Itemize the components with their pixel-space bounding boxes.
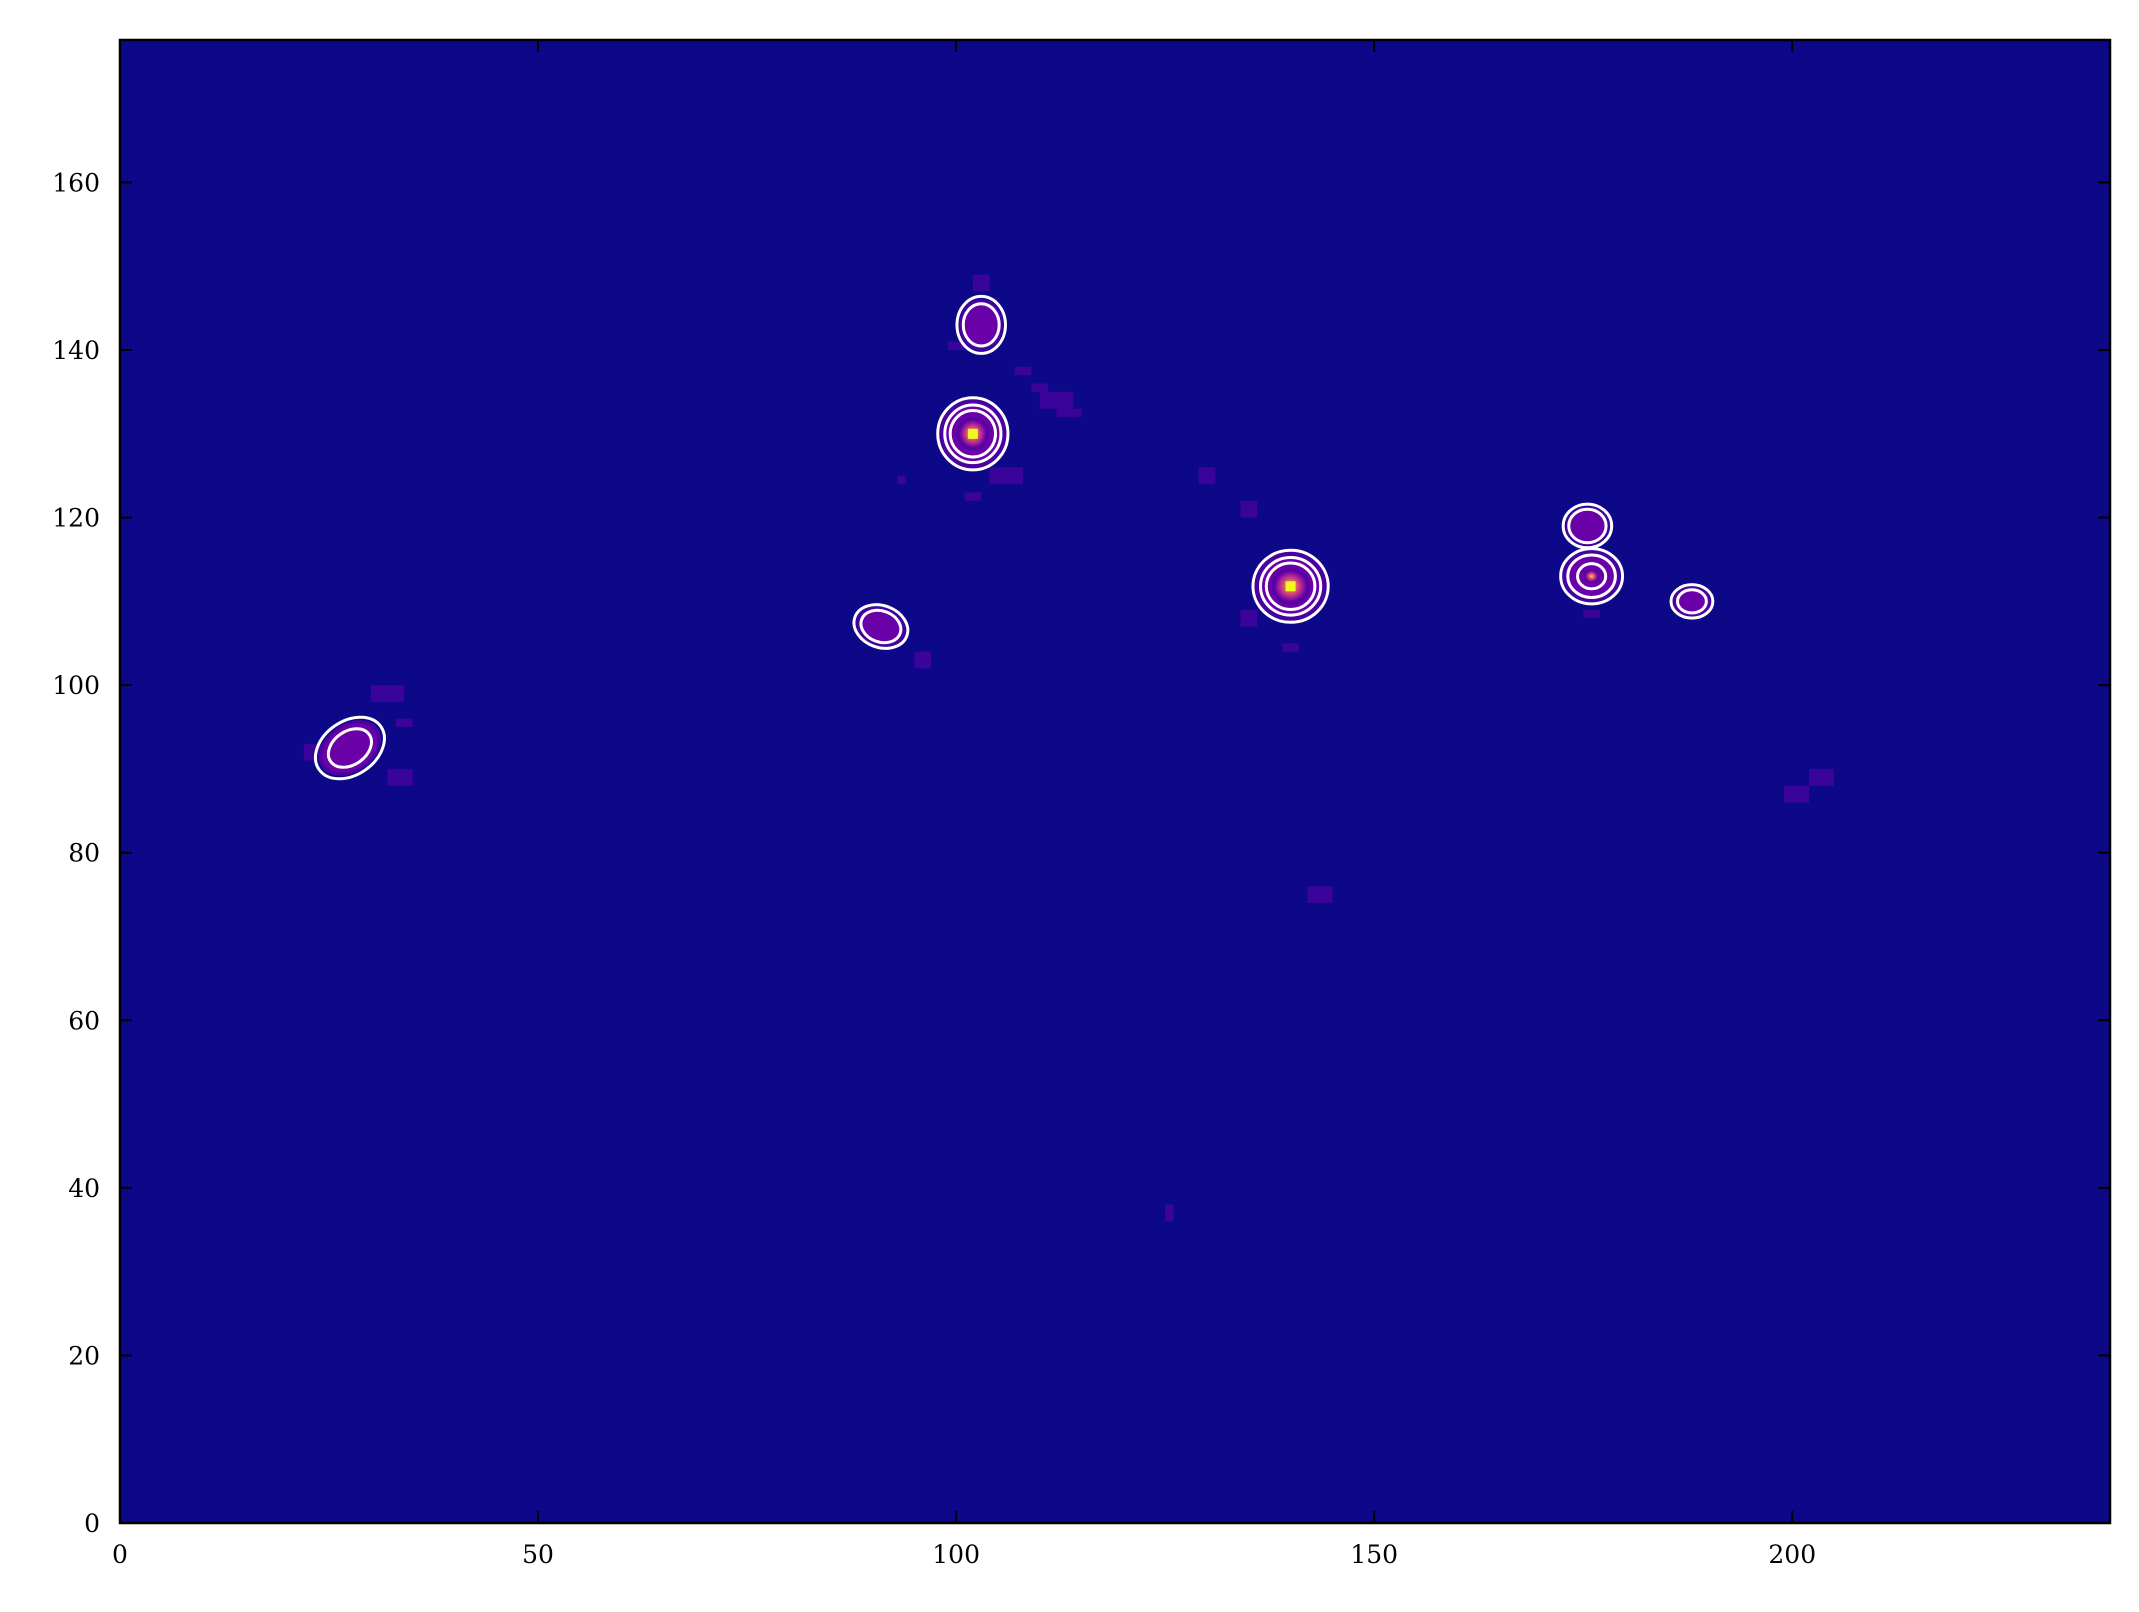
contour-line bbox=[1258, 555, 1323, 617]
contour-line bbox=[948, 409, 998, 459]
contour-line bbox=[1264, 561, 1317, 612]
source-blob bbox=[937, 397, 1009, 471]
y-tick-label: 140 bbox=[52, 336, 100, 365]
contour-line bbox=[1566, 553, 1617, 599]
faint-emission-patch bbox=[1240, 609, 1258, 627]
faint-emission-patch bbox=[1808, 768, 1835, 786]
plot-frame bbox=[118, 38, 2112, 1525]
faint-emission-patch bbox=[387, 768, 413, 786]
faint-emission-patch bbox=[989, 467, 1024, 485]
contour-line bbox=[1576, 562, 1608, 591]
contour-line bbox=[961, 302, 1001, 348]
contour-line bbox=[859, 608, 903, 645]
source-contours bbox=[936, 396, 1010, 472]
contour-line bbox=[1669, 583, 1715, 620]
y-tick-label: 20 bbox=[68, 1341, 100, 1370]
contour-line bbox=[943, 403, 1003, 465]
faint-emission-patch bbox=[1282, 643, 1299, 652]
contour-line bbox=[326, 727, 373, 769]
faint-emission-patch bbox=[1583, 609, 1600, 619]
contour-line bbox=[1559, 547, 1625, 606]
y-tick-label: 160 bbox=[52, 168, 100, 197]
source-body bbox=[1675, 587, 1709, 615]
faint-emission-patch bbox=[914, 651, 932, 669]
contour-line bbox=[1676, 588, 1708, 615]
y-axis: 0 20 40 60 80 100 120 140 160 bbox=[52, 168, 2110, 1538]
faint-emission-patch bbox=[1165, 1204, 1174, 1222]
faint-emission-patch bbox=[947, 341, 965, 351]
contour-layer bbox=[313, 294, 1715, 781]
faint-emission-patch bbox=[897, 475, 906, 485]
x-tick-label: 150 bbox=[1350, 1540, 1398, 1569]
x-axis: 0 50 100 150 200 bbox=[112, 40, 1816, 1569]
y-tick-label: 40 bbox=[68, 1174, 100, 1203]
y-tick-label: 100 bbox=[52, 671, 100, 700]
contour-line bbox=[936, 396, 1010, 472]
source-contours bbox=[1251, 548, 1330, 624]
x-tick-label: 100 bbox=[932, 1540, 980, 1569]
source-blob bbox=[1562, 550, 1621, 603]
source-contours bbox=[1669, 583, 1715, 620]
faint-emission-patch bbox=[1307, 886, 1333, 903]
x-tick-label: 50 bbox=[522, 1540, 554, 1569]
source-contours bbox=[955, 294, 1007, 355]
source-contours bbox=[313, 715, 386, 781]
contour-line bbox=[852, 603, 910, 650]
y-tick-label: 80 bbox=[68, 839, 100, 868]
x-tick-label: 200 bbox=[1768, 1540, 1816, 1569]
x-tick-label: 0 bbox=[112, 1540, 128, 1569]
faint-emission-patch bbox=[395, 718, 413, 728]
source-peak-pixel bbox=[1285, 581, 1296, 592]
faint-emission-patch bbox=[1783, 785, 1809, 803]
faint-emission-patch bbox=[972, 274, 990, 292]
faint-emission-patch bbox=[1240, 500, 1258, 518]
source-core bbox=[1583, 569, 1600, 584]
contour-line bbox=[955, 294, 1007, 355]
source-peak-pixel bbox=[967, 428, 978, 439]
y-tick-label: 60 bbox=[68, 1006, 100, 1035]
faint-emission-patch bbox=[1014, 366, 1032, 376]
source-contours bbox=[1559, 547, 1625, 606]
faint-emission-patch bbox=[1039, 391, 1074, 409]
source-blob bbox=[959, 298, 1004, 351]
y-tick-label: 0 bbox=[84, 1509, 100, 1538]
contour-line bbox=[1567, 507, 1608, 545]
source-blob bbox=[1565, 506, 1610, 546]
faint-emission-patch bbox=[1056, 408, 1082, 418]
faint-emission-patch bbox=[1031, 383, 1049, 392]
heatmap-layer bbox=[303, 274, 1835, 1222]
source-contours bbox=[852, 603, 910, 650]
faint-emission-patch bbox=[964, 492, 982, 501]
faint-emission-patch bbox=[370, 685, 405, 702]
source-body bbox=[859, 609, 903, 644]
source-body bbox=[961, 302, 1001, 348]
contour-line bbox=[1251, 548, 1330, 624]
faint-emission-patch bbox=[1198, 467, 1216, 485]
source-blob bbox=[1251, 548, 1330, 624]
plot-background bbox=[120, 40, 2110, 1523]
contour-line bbox=[313, 715, 386, 781]
source-body bbox=[1568, 508, 1607, 544]
y-tick-label: 120 bbox=[52, 504, 100, 533]
